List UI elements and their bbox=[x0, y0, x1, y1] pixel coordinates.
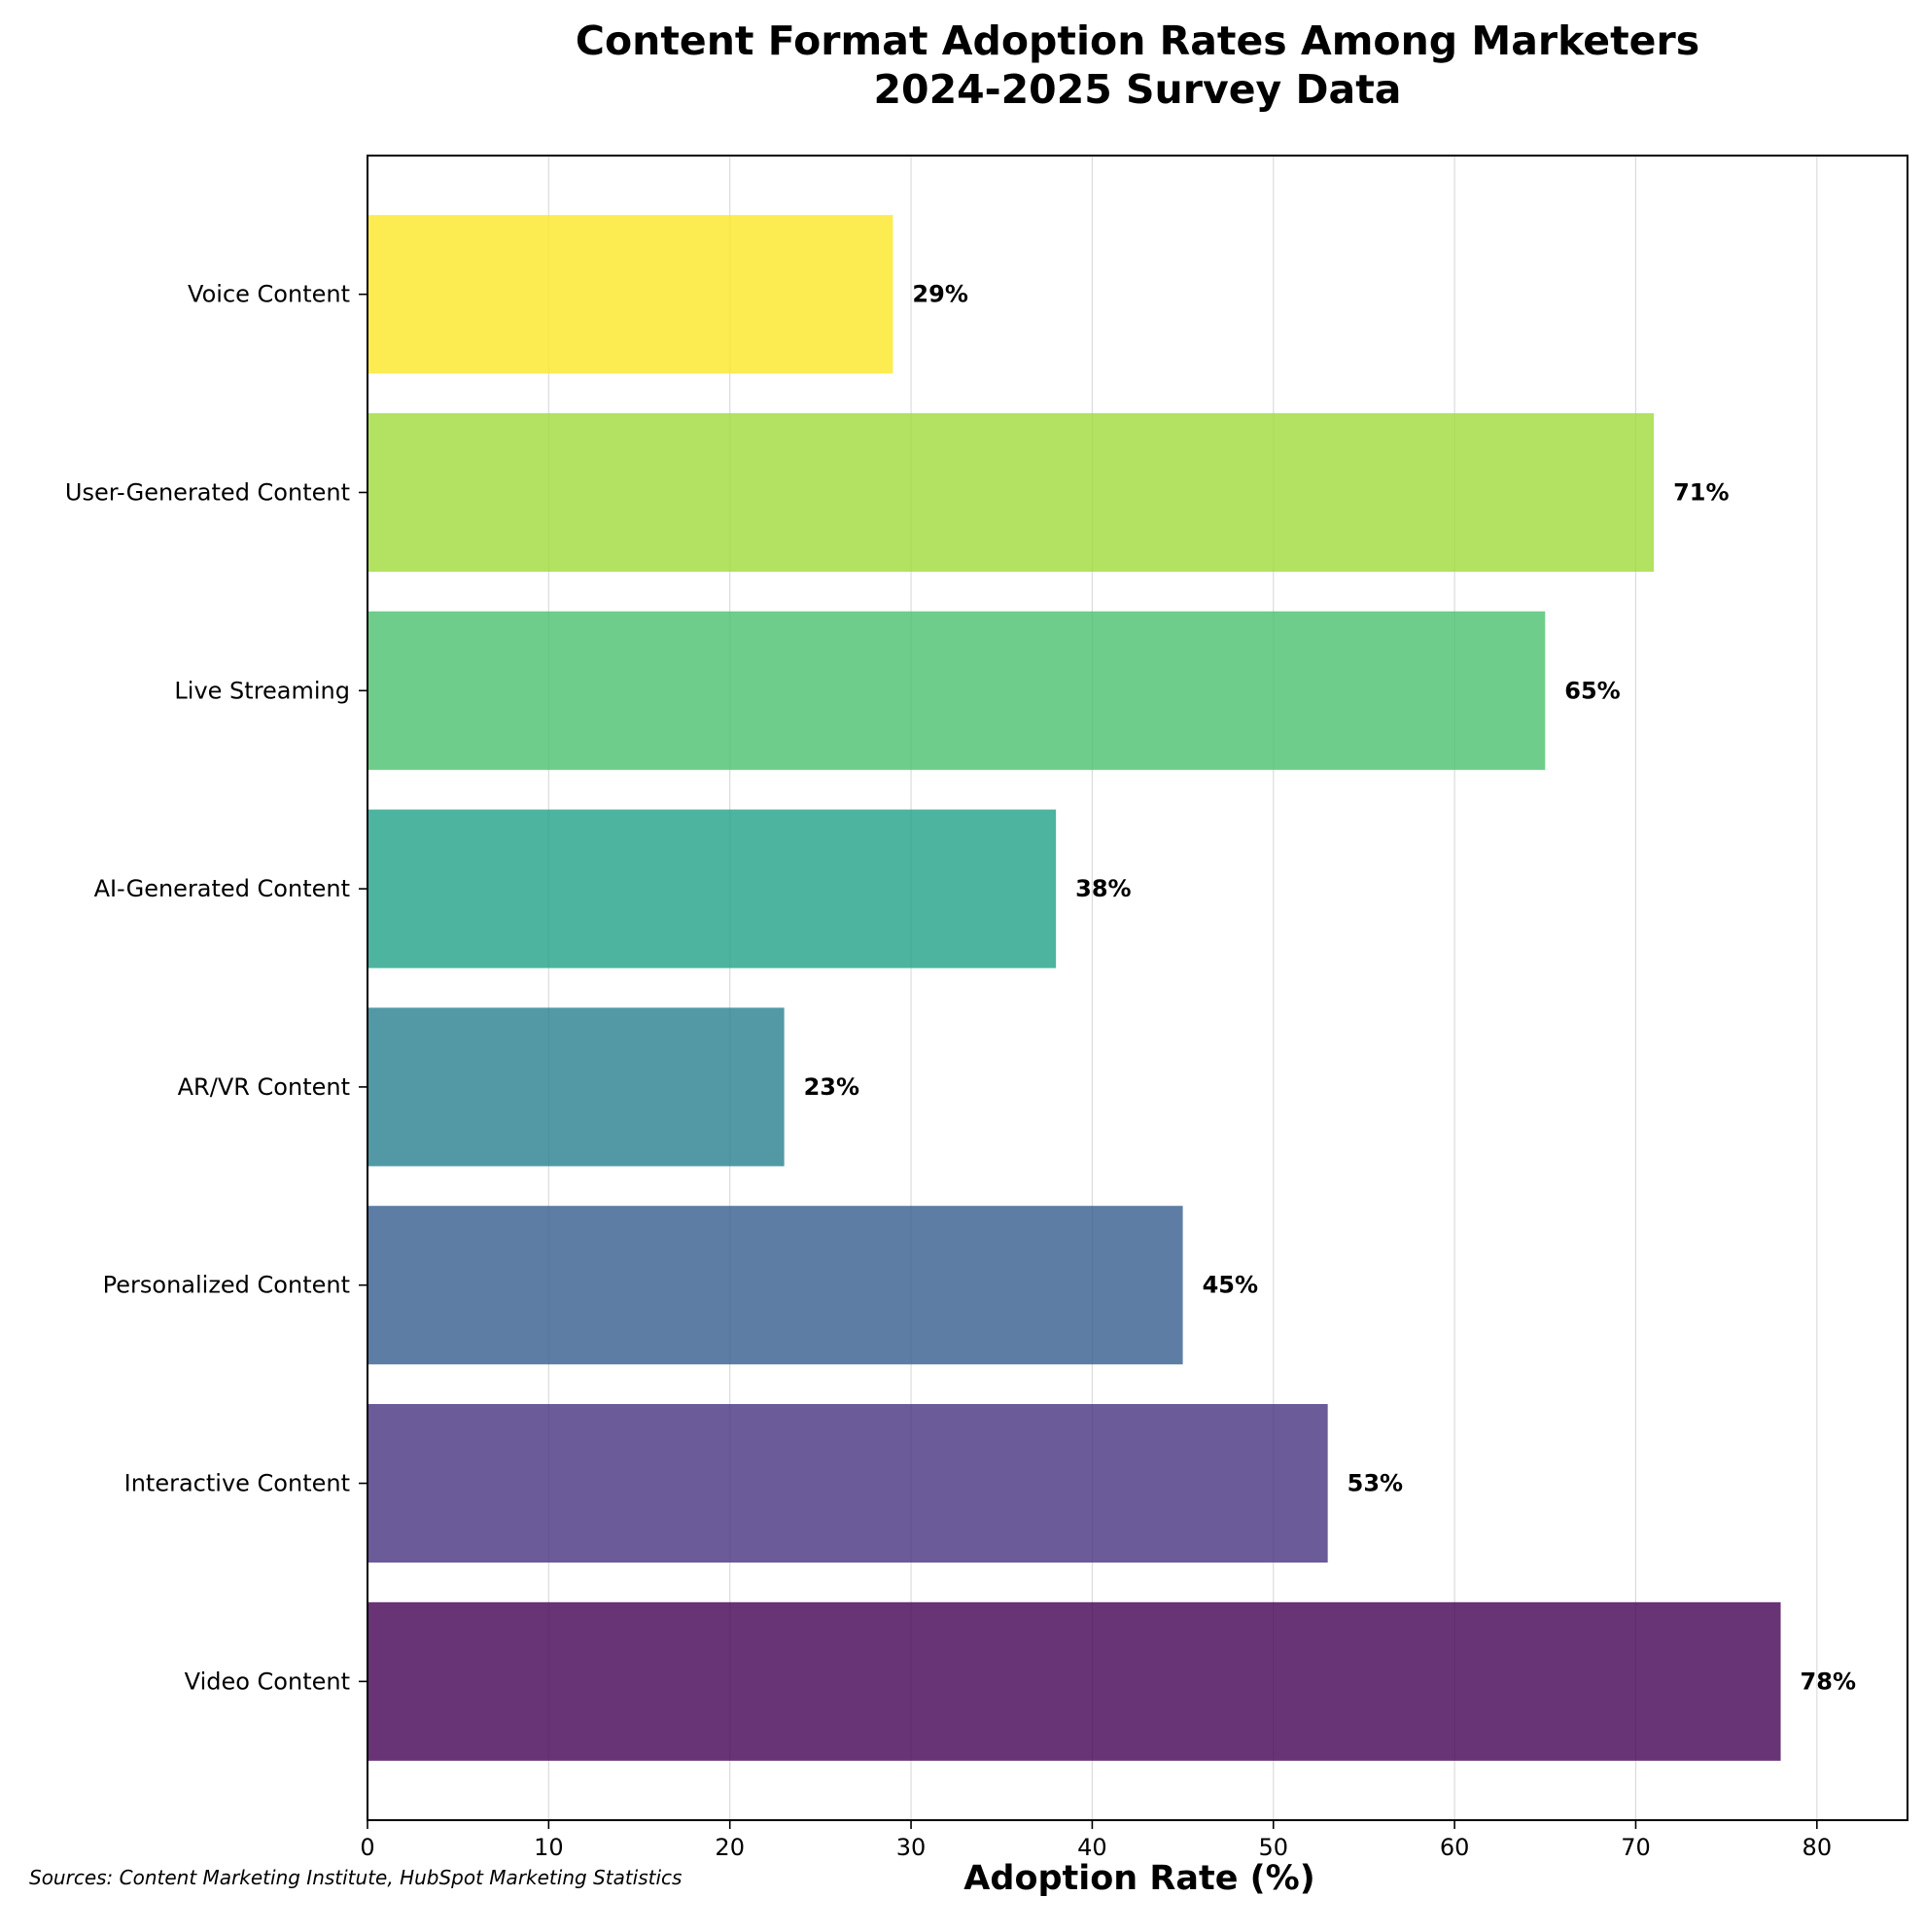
data-label: 78% bbox=[1801, 1668, 1856, 1695]
bar bbox=[368, 1404, 1328, 1563]
data-label: 65% bbox=[1564, 677, 1620, 704]
y-tick-label: Live Streaming bbox=[174, 677, 350, 704]
bar bbox=[368, 1601, 1781, 1761]
x-tick-label: 30 bbox=[896, 1834, 927, 1861]
x-tick-label: 70 bbox=[1621, 1834, 1651, 1861]
y-tick-label: AI-Generated Content bbox=[94, 875, 350, 902]
grid-lines bbox=[367, 156, 1818, 1820]
bar bbox=[368, 1206, 1183, 1365]
data-labels: 78% 53% 45% 23% 38% 65% 71% 29% bbox=[804, 281, 1856, 1696]
plot-frame bbox=[367, 155, 1908, 1821]
source-note: Sources: Content Marketing Institute, Hu… bbox=[29, 1866, 682, 1889]
y-tick-label: Personalized Content bbox=[103, 1272, 350, 1299]
bar bbox=[368, 1007, 785, 1167]
x-tick-label: 20 bbox=[715, 1834, 745, 1861]
y-tick-label: AR/VR Content bbox=[178, 1073, 350, 1101]
data-label: 71% bbox=[1673, 478, 1729, 506]
x-tick-label: 10 bbox=[534, 1834, 564, 1861]
y-tick-label: User-Generated Content bbox=[65, 478, 350, 506]
chart-title: Content Format Adoption Rates Among Mark… bbox=[576, 18, 1699, 64]
y-tick-label: Voice Content bbox=[188, 281, 350, 308]
data-label: 23% bbox=[804, 1073, 859, 1101]
data-label: 53% bbox=[1348, 1470, 1403, 1497]
bar bbox=[368, 215, 893, 374]
data-label: 29% bbox=[912, 281, 967, 308]
x-tick-label: 60 bbox=[1440, 1834, 1470, 1861]
data-label: 38% bbox=[1075, 875, 1131, 902]
bar bbox=[368, 412, 1655, 572]
bar bbox=[368, 611, 1546, 770]
x-tick-label: 40 bbox=[1077, 1834, 1107, 1861]
x-tick-label: 80 bbox=[1802, 1834, 1833, 1861]
data-label: 45% bbox=[1203, 1272, 1258, 1299]
bars bbox=[368, 215, 1781, 1761]
y-tick-label: Video Content bbox=[185, 1668, 350, 1695]
y-axis-ticks: Video Content Interactive Content Personal… bbox=[65, 281, 368, 1695]
x-tick-label: 50 bbox=[1258, 1834, 1288, 1861]
x-tick-label: 0 bbox=[360, 1834, 374, 1861]
bar bbox=[368, 809, 1057, 968]
x-axis-title: Adoption Rate (%) bbox=[963, 1859, 1314, 1898]
x-axis-ticks: 0 10 20 30 40 50 60 70 80 bbox=[360, 1820, 1832, 1861]
y-tick-label: Interactive Content bbox=[124, 1470, 350, 1497]
chart-subtitle: 2024-2025 Survey Data bbox=[874, 66, 1402, 113]
